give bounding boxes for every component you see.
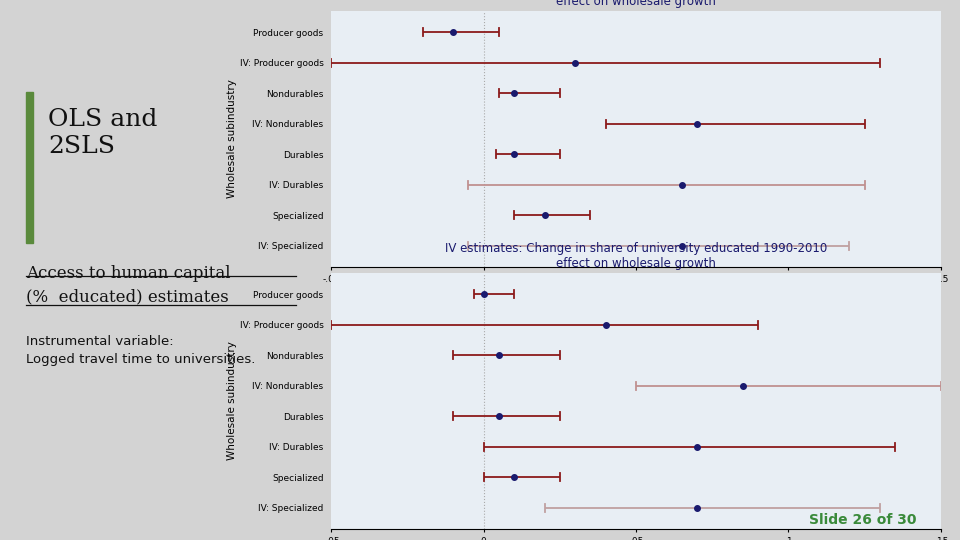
Title: IV estimates: Share of university educated in 1990
effect on wholesale growth: IV estimates: Share of university educat… bbox=[486, 0, 786, 8]
Text: Slide 26 of 30: Slide 26 of 30 bbox=[809, 512, 917, 526]
Bar bbox=[26, 92, 33, 243]
Text: Access to human capital
(%  educated) estimates: Access to human capital (% educated) est… bbox=[26, 265, 230, 305]
X-axis label: Growth (%) of wholesale sector 1990-2010: Growth (%) of wholesale sector 1990-2010 bbox=[539, 287, 733, 296]
Y-axis label: Wholesale subindustry: Wholesale subindustry bbox=[227, 341, 237, 461]
Y-axis label: Wholesale subindustry: Wholesale subindustry bbox=[227, 79, 237, 199]
Text: OLS and
2SLS: OLS and 2SLS bbox=[48, 108, 157, 158]
Title: IV estimates: Change in share of university educated 1990-2010
effect on wholesa: IV estimates: Change in share of univers… bbox=[444, 242, 828, 270]
Text: Instrumental variable:
Logged travel time to universities.: Instrumental variable: Logged travel tim… bbox=[26, 335, 255, 366]
